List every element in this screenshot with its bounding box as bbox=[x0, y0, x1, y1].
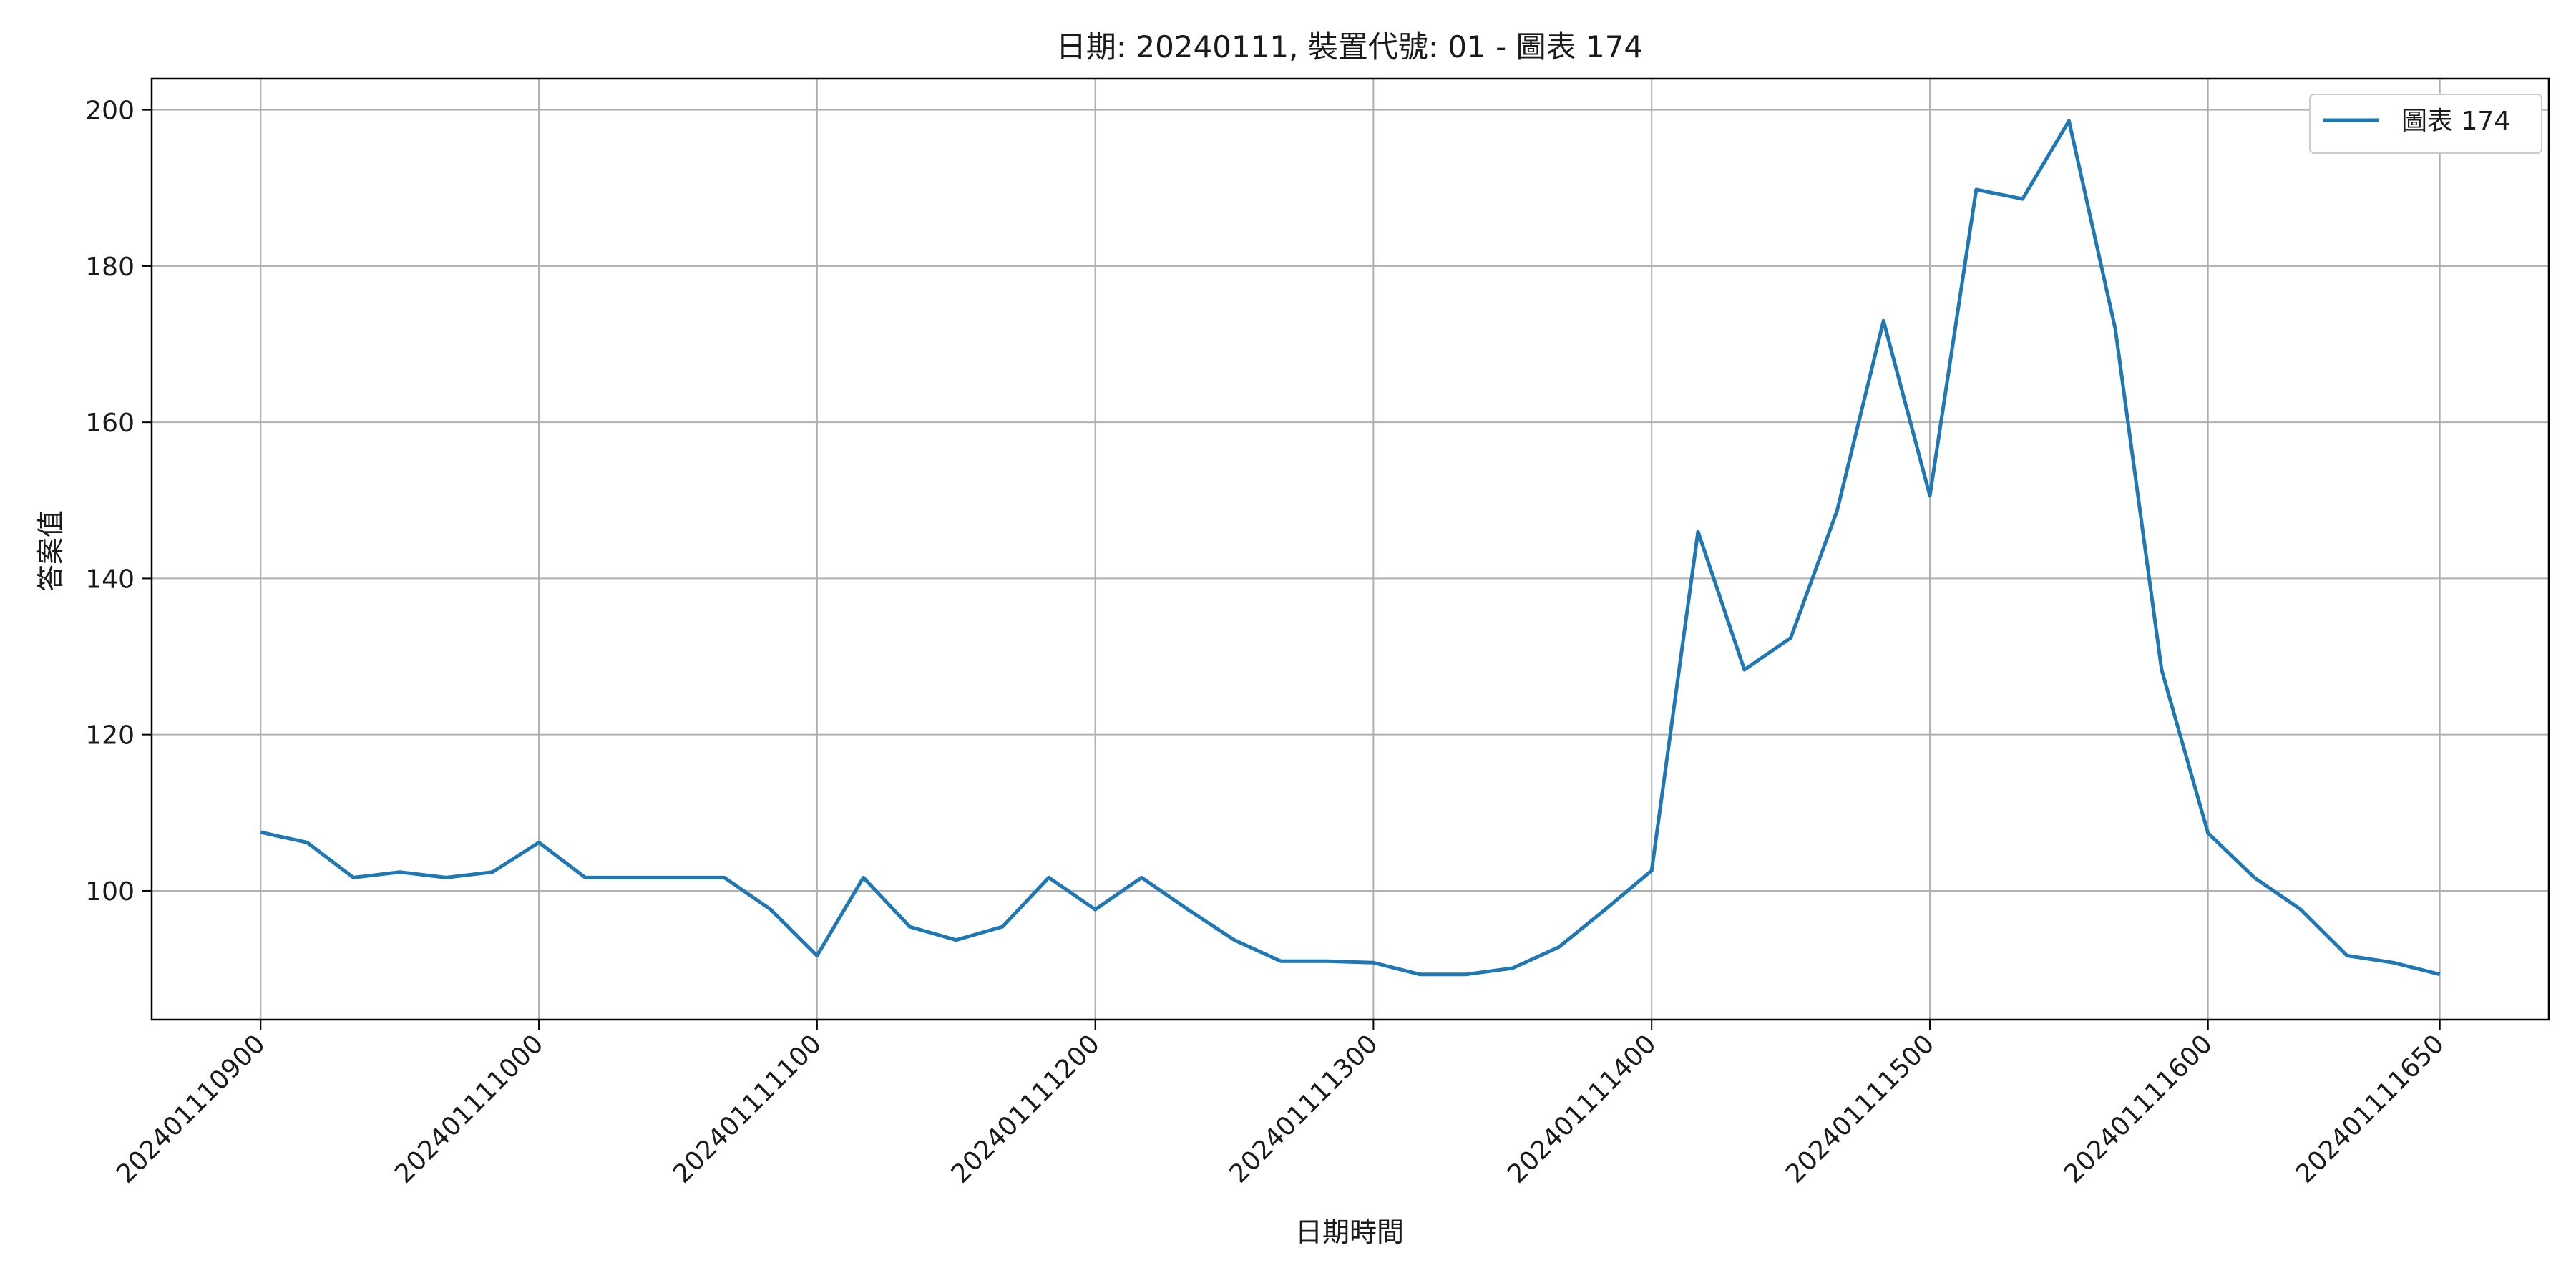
y-tick-label: 160 bbox=[85, 409, 135, 438]
y-axis-title: 答案值 bbox=[35, 510, 67, 592]
legend-box bbox=[2309, 94, 2542, 154]
y-tick-label: 200 bbox=[85, 97, 135, 126]
y-tick-label: 100 bbox=[85, 877, 135, 907]
y-tick-label: 140 bbox=[85, 565, 135, 594]
grid bbox=[152, 79, 2549, 1020]
chart-title: 日期: 20240111, 裝置代號: 01 - 圖表 174 bbox=[1056, 29, 1643, 64]
y-tick-label: 120 bbox=[85, 721, 135, 751]
series-layer bbox=[260, 119, 2441, 977]
legend: 圖表 174 bbox=[2309, 94, 2542, 154]
y-axis-ticks: 100 120 140 160 180 200 bbox=[85, 97, 152, 907]
series-line bbox=[260, 119, 2441, 977]
legend-label: 圖表 174 bbox=[2401, 107, 2510, 136]
x-axis-title: 日期時間 bbox=[1295, 1216, 1404, 1248]
plot-frame bbox=[150, 77, 2550, 1021]
y-tick-label: 180 bbox=[85, 253, 135, 282]
